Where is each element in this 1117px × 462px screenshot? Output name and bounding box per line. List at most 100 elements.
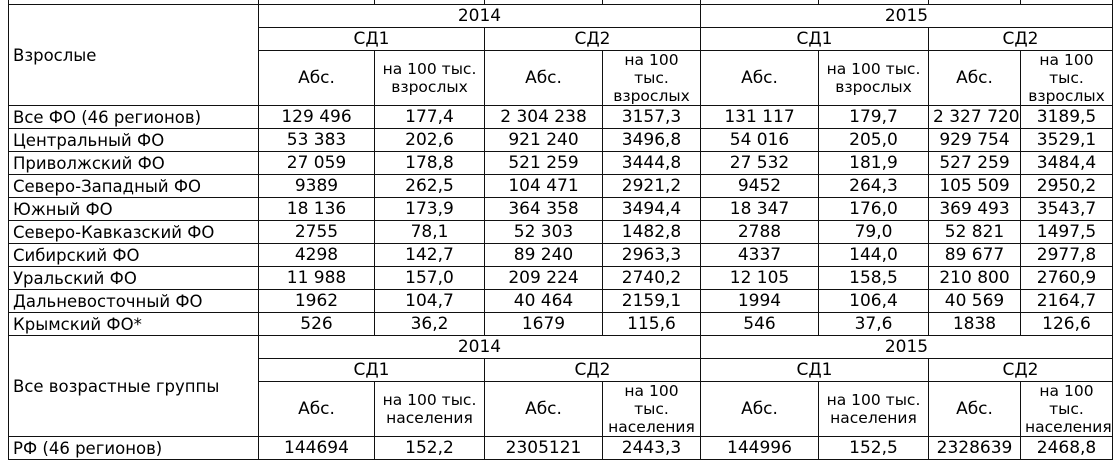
table-cell: 2977,8 xyxy=(1020,243,1113,267)
table-cell: 40 569 xyxy=(928,289,1021,313)
table-cell: 89 240 xyxy=(484,243,603,267)
table-cell: 369 493 xyxy=(928,197,1021,221)
table-row: Северо-Кавказский ФО 2755 78,1 52 303 1482,8… xyxy=(8,220,1113,244)
table-cell: 11 988 xyxy=(258,266,375,290)
table-cell: 54 016 xyxy=(700,128,819,152)
table-cell: 1497,5 xyxy=(1020,220,1113,244)
table-cell: 3543,7 xyxy=(1020,197,1113,221)
table-cell: 158,5 xyxy=(818,266,929,290)
section1-abs-header: Абс. xyxy=(258,50,375,106)
table-cell: 12 105 xyxy=(700,266,819,290)
section1-label: Взрослые xyxy=(8,4,259,106)
table-cell: 52 821 xyxy=(928,220,1021,244)
table-cell: 921 240 xyxy=(484,128,603,152)
table-row: Крымский ФО* 526 36,2 1679 115,6 546 37,6 1838 1… xyxy=(8,312,1113,336)
section2-abs-header: Абс. xyxy=(700,381,819,437)
table-row: Северо-Западный ФО 9389 262,5 104 471 2921,2… xyxy=(8,174,1113,198)
section2-per100-header: на 100 тыс. населения xyxy=(374,381,485,437)
table-cell: 129 496 xyxy=(258,105,375,129)
section2-label: Все возрастные группы xyxy=(8,335,259,437)
region-name: Сибирский ФО xyxy=(8,243,259,267)
table-cell: 1994 xyxy=(700,289,819,313)
table-row: Все ФО (46 регионов) 129 496 177,4 2 304 23… xyxy=(8,105,1113,129)
table-cell: 2159,1 xyxy=(602,289,701,313)
section1-per100-header: на 100 тыс. взрослых xyxy=(1020,50,1113,106)
table-cell: 3484,4 xyxy=(1020,151,1113,175)
region-name: Северо-Западный ФО xyxy=(8,174,259,198)
table-cell: 178,8 xyxy=(374,151,485,175)
table-row: РФ (46 регионов) 144694 152,2 2305121 2443,3… xyxy=(8,436,1113,460)
table-cell: 4337 xyxy=(700,243,819,267)
section1-abs-header: Абс. xyxy=(484,50,603,106)
table-cell: 2921,2 xyxy=(602,174,701,198)
section1-per100-header: на 100 тыс. взрослых xyxy=(818,50,929,106)
table-row: Приволжский ФО 27 059 178,8 521 259 3444,8 27… xyxy=(8,151,1113,175)
table-cell: 157,0 xyxy=(374,266,485,290)
table-cell: 2788 xyxy=(700,220,819,244)
table-cell: 202,6 xyxy=(374,128,485,152)
table-cell: 2164,7 xyxy=(1020,289,1113,313)
table-cell: 2963,3 xyxy=(602,243,701,267)
table-cell: 209 224 xyxy=(484,266,603,290)
table-cell: 546 xyxy=(700,312,819,336)
table-cell: 27 059 xyxy=(258,151,375,175)
table-cell: 9389 xyxy=(258,174,375,198)
section2-per100-header: на 100 тыс. населения xyxy=(818,381,929,437)
diabetes-statistics-table: Взрослые 2014 2015 СД1 СД2 СД1 СД2 Абс. … xyxy=(8,0,1113,460)
table-cell: 79,0 xyxy=(818,220,929,244)
table-cell: 364 358 xyxy=(484,197,603,221)
table-cell: 527 259 xyxy=(928,151,1021,175)
section2-unit-row: Абс. на 100 тыс. населения Абс. на 100 т… xyxy=(9,381,1113,437)
table-cell: 2 304 238 xyxy=(484,105,603,129)
section1-2015-sd1: СД1 xyxy=(700,27,929,51)
table-cell: 104 471 xyxy=(484,174,603,198)
table-cell: 40 464 xyxy=(484,289,603,313)
section2-abs-header: Абс. xyxy=(484,381,603,437)
table-cell: 36,2 xyxy=(374,312,485,336)
table-cell: 1482,8 xyxy=(602,220,701,244)
table-cell: 4298 xyxy=(258,243,375,267)
table-cell: 2950,2 xyxy=(1020,174,1113,198)
section1-abs-header: Абс. xyxy=(700,50,819,106)
table-cell: 52 303 xyxy=(484,220,603,244)
table-cell: 3189,5 xyxy=(1020,105,1113,129)
table-cell: 144694 xyxy=(258,436,375,460)
section2-2015-sd1: СД1 xyxy=(700,358,929,382)
section1-unit-row: Абс. на 100 тыс. взрослых Абс. на 100 ты… xyxy=(9,50,1113,106)
table-cell: 262,5 xyxy=(374,174,485,198)
table-cell: 131 117 xyxy=(700,105,819,129)
table-cell: 152,2 xyxy=(374,436,485,460)
region-name: Все ФО (46 регионов) xyxy=(8,105,259,129)
section1-2015-sd2: СД2 xyxy=(928,27,1113,51)
table-cell: 27 532 xyxy=(700,151,819,175)
table-container: Взрослые 2014 2015 СД1 СД2 СД1 СД2 Абс. … xyxy=(8,0,1113,460)
table-cell: 181,9 xyxy=(818,151,929,175)
table-cell: 104,7 xyxy=(374,289,485,313)
table-cell: 152,5 xyxy=(818,436,929,460)
section2-abs-header: Абс. xyxy=(258,381,375,437)
section1-per100-header: на 100 тыс. взрослых xyxy=(602,50,701,106)
table-cell: 18 136 xyxy=(258,197,375,221)
region-name: Приволжский ФО xyxy=(8,151,259,175)
table-cell: 2755 xyxy=(258,220,375,244)
region-name: Уральский ФО xyxy=(8,266,259,290)
table-cell: 105 509 xyxy=(928,174,1021,198)
section2-year-2014: 2014 xyxy=(258,335,701,359)
section2-year-row: Все возрастные группы 2014 2015 xyxy=(8,335,1113,437)
table-cell: 2305121 xyxy=(484,436,603,460)
table-cell: 929 754 xyxy=(928,128,1021,152)
table-row: Уральский ФО 11 988 157,0 209 224 2740,2 12 1… xyxy=(8,266,1113,290)
table-cell: 144996 xyxy=(700,436,819,460)
section2-2015-sd2: СД2 xyxy=(928,358,1113,382)
section1-2014-sd1: СД1 xyxy=(258,27,485,51)
table-cell: 78,1 xyxy=(374,220,485,244)
section2-abs-header: Абс. xyxy=(928,381,1021,437)
table-cell: 176,0 xyxy=(818,197,929,221)
region-name: Центральный ФО xyxy=(8,128,259,152)
table-cell: 115,6 xyxy=(602,312,701,336)
table-cell: 3157,3 xyxy=(602,105,701,129)
section2-per100-header: на 100 тыс. населения xyxy=(1020,381,1113,437)
section2-2014-sd1: СД1 xyxy=(258,358,485,382)
table-cell: 2328639 xyxy=(928,436,1021,460)
table-cell: 3529,1 xyxy=(1020,128,1113,152)
